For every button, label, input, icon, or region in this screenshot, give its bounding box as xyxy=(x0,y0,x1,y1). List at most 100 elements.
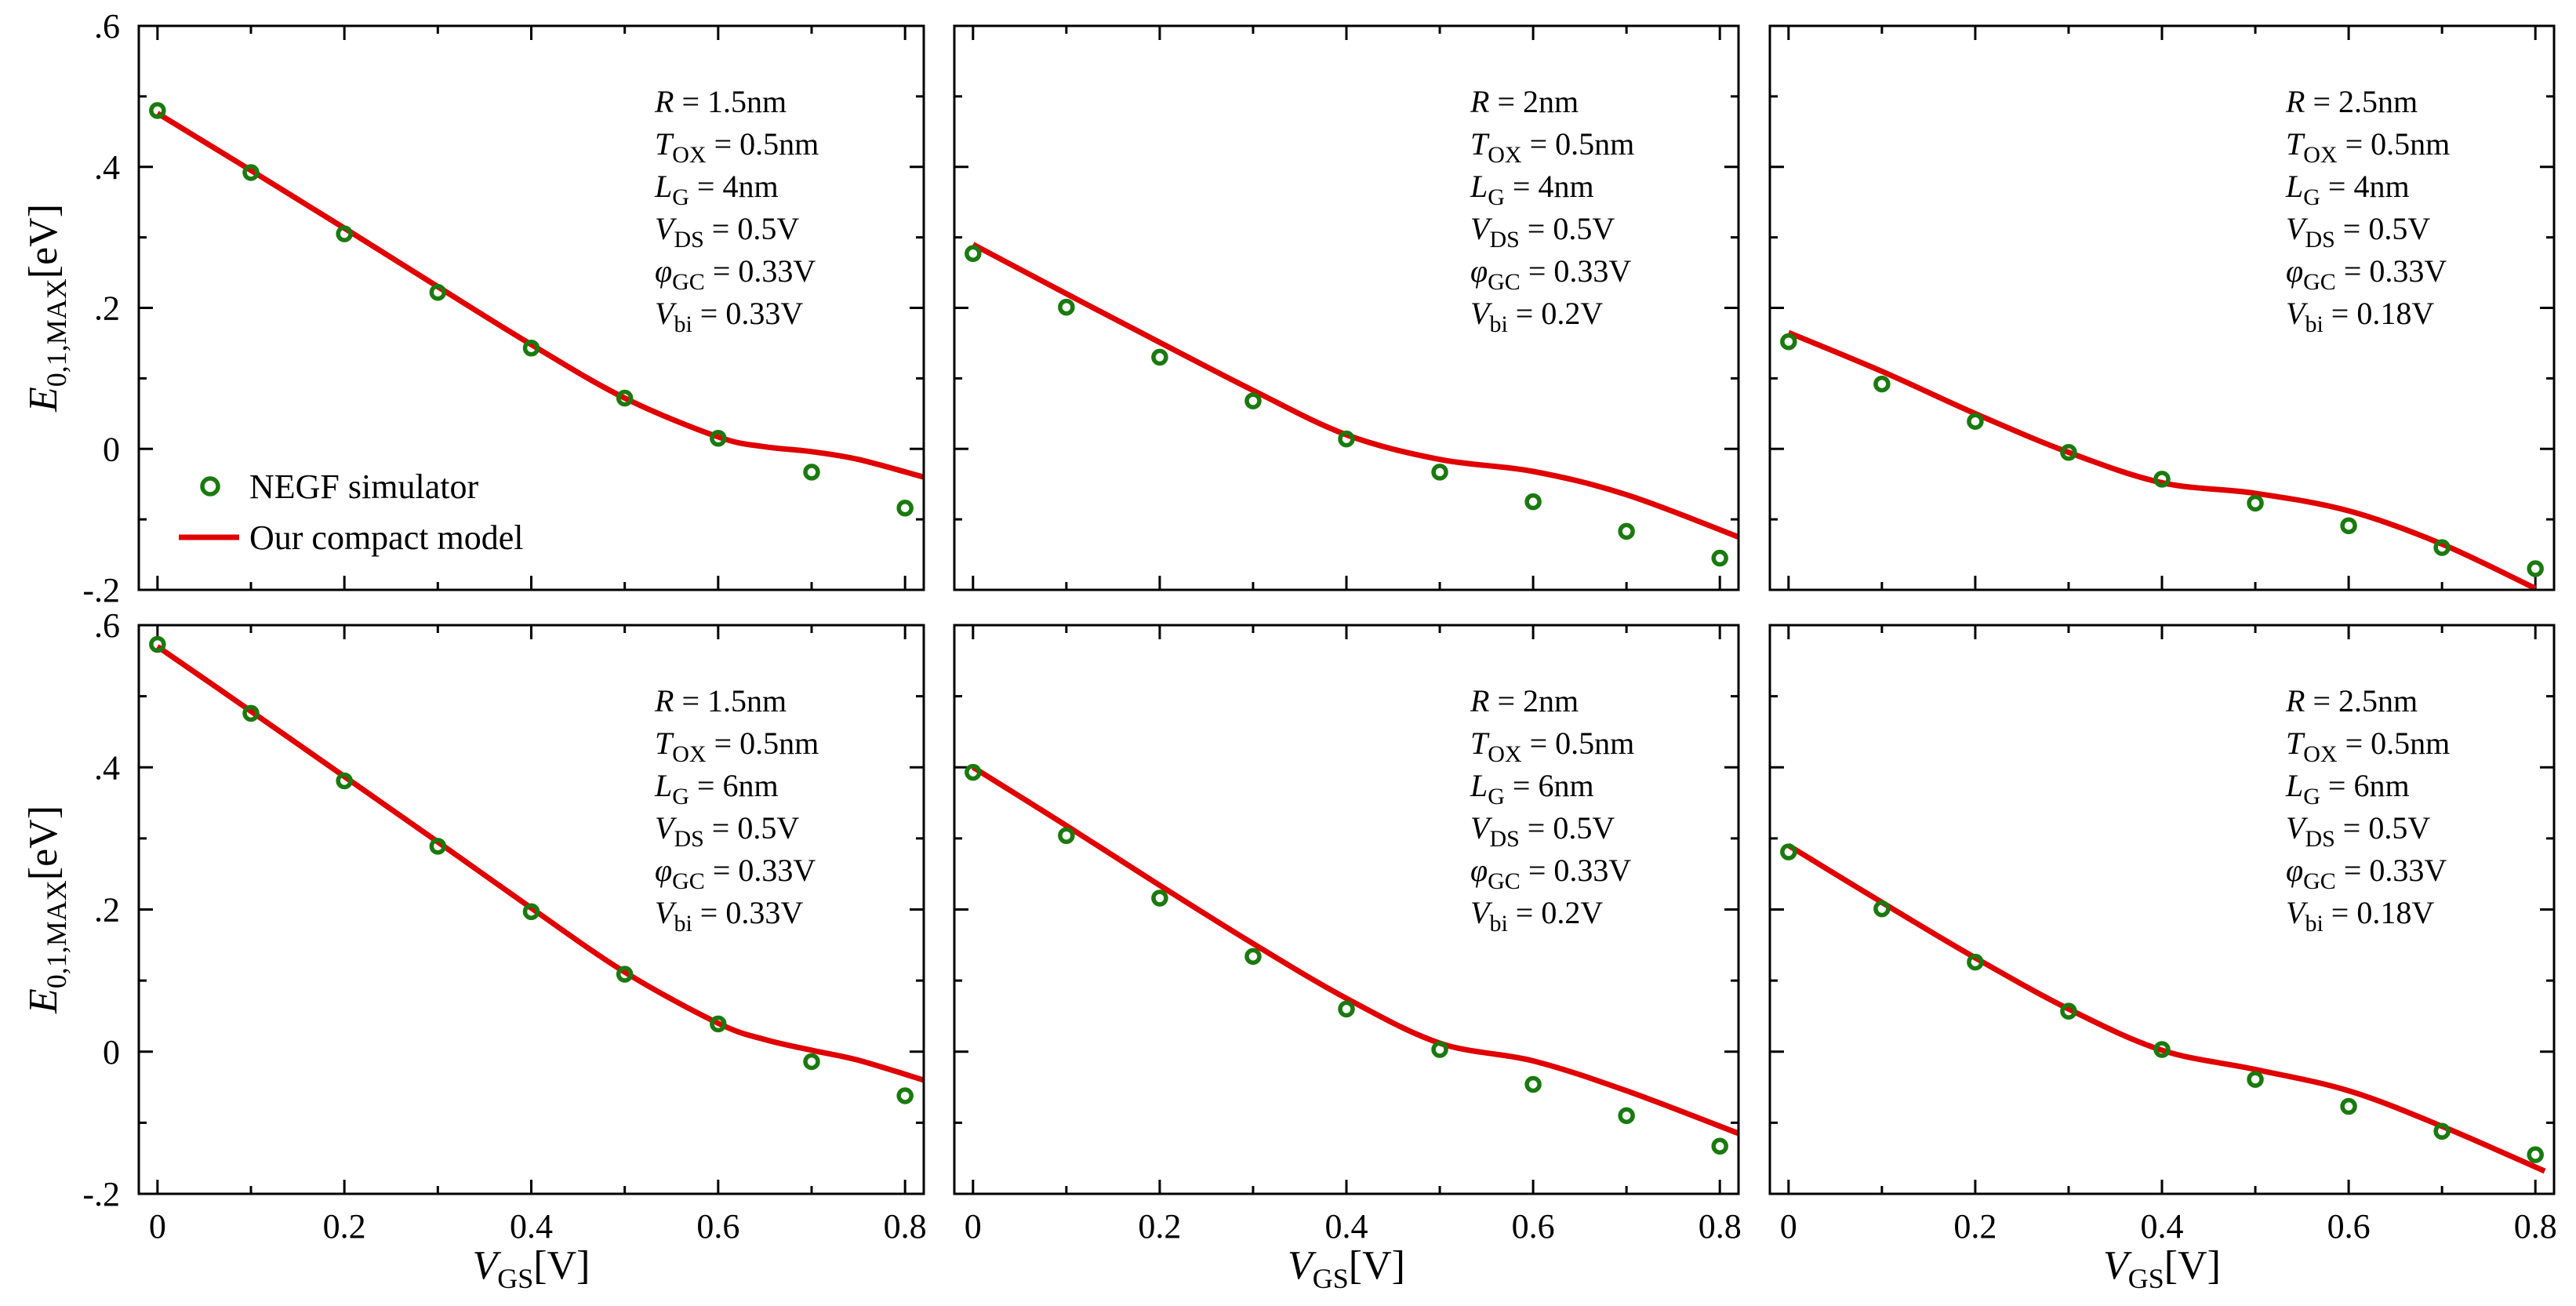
param-symbol: V xyxy=(1470,211,1493,246)
x-axis-unit: [V] xyxy=(2164,1243,2221,1288)
param-subscript: G xyxy=(672,784,689,809)
parameter-annotation: VDS = 0.5V xyxy=(1470,211,1615,253)
negf-point xyxy=(1524,493,1542,511)
param-value: = 6nm xyxy=(689,768,779,803)
parameter-annotation: φGC = 0.33V xyxy=(655,253,816,295)
negf-point xyxy=(2060,443,2077,461)
y-tick-label: .4 xyxy=(94,748,120,787)
negf-point xyxy=(896,1087,914,1104)
param-subscript: G xyxy=(672,184,689,210)
param-subscript: bi xyxy=(674,311,692,337)
param-value: = 4nm xyxy=(689,169,779,204)
parameter-annotation: φGC = 0.33V xyxy=(1470,853,1631,894)
parameter-annotation: LG = 6nm xyxy=(2285,768,2410,809)
negf-point xyxy=(803,464,820,481)
parameter-annotation: Vbi = 0.33V xyxy=(655,296,803,337)
parameter-annotation: VDS = 0.5V xyxy=(2286,810,2430,852)
param-symbol: R xyxy=(654,84,674,119)
param-value: = 0.5nm xyxy=(707,126,819,162)
param-subscript: GC xyxy=(2303,868,2336,894)
x-tick-label: 0.8 xyxy=(884,1207,927,1246)
model-curve xyxy=(1787,329,2537,590)
param-symbol: T xyxy=(1470,726,1490,761)
x-tick-label: 0.4 xyxy=(2141,1207,2184,1246)
param-value: = 0.5nm xyxy=(1522,726,1635,761)
param-value: = 0.5V xyxy=(2335,211,2431,246)
param-symbol: V xyxy=(2286,211,2309,246)
param-value: = 0.5V xyxy=(704,810,800,846)
param-symbol: V xyxy=(2286,810,2309,846)
parameter-annotation: φGC = 0.33V xyxy=(2286,253,2447,295)
negf-point xyxy=(2153,471,2171,488)
param-symbol: φ xyxy=(2286,853,2303,888)
plot-frame xyxy=(953,24,1740,591)
param-subscript: OX xyxy=(2303,142,2338,168)
y-tick-label: .2 xyxy=(94,891,120,929)
negf-point xyxy=(1431,1041,1448,1058)
param-value: = 6nm xyxy=(1505,768,1594,803)
x-tick-label: 0.8 xyxy=(1699,1207,1742,1246)
param-value: = 2.5nm xyxy=(2305,683,2418,718)
param-subscript: OX xyxy=(1488,142,1522,168)
negf-point xyxy=(710,430,727,447)
param-subscript: GC xyxy=(2303,269,2336,295)
parameter-annotation: R = 1.5nm xyxy=(654,683,787,718)
negf-point xyxy=(896,499,914,517)
param-symbol: L xyxy=(654,768,672,803)
x-tick-label: 0 xyxy=(965,1207,982,1246)
parameter-annotation: LG = 4nm xyxy=(1470,169,1594,210)
param-symbol: V xyxy=(2286,895,2309,930)
panel-2-1: -.20.2.4.6E0,1,MAX[eV]0 0.2 0.4 0.6 0.8VGS[V… xyxy=(21,606,927,1294)
negf-point xyxy=(1244,948,1262,966)
plot-frame xyxy=(137,624,925,1195)
param-value: = 2.5nm xyxy=(2305,84,2418,119)
param-value: = 0.18V xyxy=(2323,296,2435,331)
param-symbol: φ xyxy=(655,253,672,289)
parameter-annotation: LG = 4nm xyxy=(654,169,779,210)
parameter-annotation: Vbi = 0.2V xyxy=(1470,296,1603,337)
param-subscript: bi xyxy=(2305,911,2323,937)
negf-point xyxy=(1873,900,1891,918)
x-axis-subscript: GS xyxy=(1313,1263,1349,1294)
negf-point xyxy=(1151,348,1168,366)
y-axis-label: E0,1,MAX[eV] xyxy=(21,806,72,1014)
negf-point xyxy=(1780,843,1797,860)
negf-point xyxy=(1711,1137,1728,1155)
x-axis-symbol: V xyxy=(473,1243,502,1288)
param-value: = 0.33V xyxy=(1521,253,1632,289)
negf-point xyxy=(2340,1097,2357,1115)
param-symbol: R xyxy=(2285,84,2305,119)
param-symbol: V xyxy=(655,810,678,846)
negf-point xyxy=(1967,413,1984,430)
parameter-annotation: VDS = 0.5V xyxy=(2286,211,2430,253)
param-subscript: OX xyxy=(672,741,707,767)
param-symbol: L xyxy=(2285,768,2303,803)
negf-point xyxy=(1244,392,1262,409)
x-axis-symbol: V xyxy=(1288,1243,1317,1288)
param-value: = 4nm xyxy=(1505,169,1594,204)
param-symbol: φ xyxy=(655,853,672,888)
negf-point xyxy=(1711,549,1728,567)
param-symbol: V xyxy=(655,895,678,930)
y-axis-label: E0,1,MAX[eV] xyxy=(21,204,72,413)
negf-point xyxy=(1058,298,1075,316)
negf-point xyxy=(965,245,982,263)
param-value: = 0.5nm xyxy=(2338,126,2451,162)
param-symbol: V xyxy=(1470,895,1493,930)
param-subscript: DS xyxy=(1489,227,1519,253)
param-value: = 4nm xyxy=(2320,169,2410,204)
negf-point xyxy=(616,966,634,983)
y-axis-symbol: E xyxy=(21,988,66,1014)
param-symbol: V xyxy=(1470,296,1493,331)
param-subscript: GC xyxy=(672,868,705,894)
param-value: = 0.33V xyxy=(2336,853,2447,888)
param-value: = 1.5nm xyxy=(674,683,787,718)
negf-point xyxy=(242,164,260,181)
param-value: = 1.5nm xyxy=(674,84,787,119)
param-symbol: V xyxy=(655,296,678,331)
param-symbol: R xyxy=(2285,683,2305,718)
legend-line-label: Our compact model xyxy=(249,518,523,557)
